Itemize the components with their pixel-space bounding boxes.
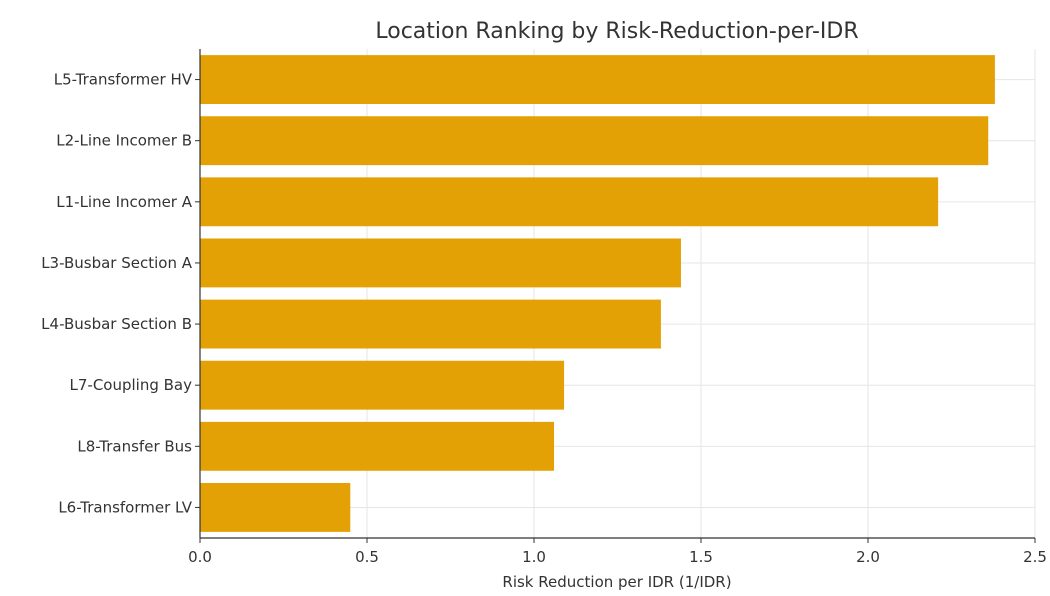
y-tick-label-l8-transfer-bus: L8-Transfer Bus: [77, 437, 192, 455]
y-tick-label-l6-transformer-lv: L6-Transformer LV: [58, 498, 192, 516]
y-tick-label-l2-line-incomer-b: L2-Line Incomer B: [56, 132, 192, 150]
x-tick-labels: 0.0 0.5 1.0 1.5 2.0 2.5: [188, 538, 1047, 566]
x-tick-label-4: 2.0: [856, 548, 880, 566]
axes: [199, 49, 1035, 539]
bar-l2-line-incomer-b: [200, 116, 989, 166]
y-tick-label-l4-busbar-section-b: L4-Busbar Section B: [41, 315, 192, 333]
x-tick-label-3: 1.5: [689, 548, 713, 566]
bar-l4-busbar-section-b: [200, 299, 661, 349]
chart-title: Location Ranking by Risk-Reduction-per-I…: [375, 19, 858, 44]
y-tick-label-l7-coupling-bay: L7-Coupling Bay: [70, 376, 193, 394]
x-tick-label-5: 2.5: [1023, 548, 1047, 566]
bar-l5-transformer-hv: [200, 55, 995, 105]
y-tick-label-l1-line-incomer-a: L1-Line Incomer A: [56, 193, 192, 211]
y-tick-labels: L5-Transformer HV L2-Line Incomer B L1-Lin…: [41, 71, 200, 516]
x-tick-label-0: 0.0: [188, 548, 212, 566]
bar-l7-coupling-bay: [200, 360, 565, 410]
y-tick-label-l5-transformer-hv: L5-Transformer HV: [54, 71, 193, 89]
bar-l1-line-incomer-a: [200, 177, 939, 227]
x-axis-label: Risk Reduction per IDR (1/IDR): [502, 573, 731, 591]
x-tick-label-1: 0.5: [355, 548, 379, 566]
bars: [200, 55, 995, 532]
bar-l6-transformer-lv: [200, 482, 351, 532]
bar-l8-transfer-bus: [200, 421, 555, 471]
bar-l3-busbar-section-a: [200, 238, 681, 288]
y-tick-label-l3-busbar-section-a: L3-Busbar Section A: [41, 254, 193, 272]
x-tick-label-2: 1.0: [522, 548, 546, 566]
